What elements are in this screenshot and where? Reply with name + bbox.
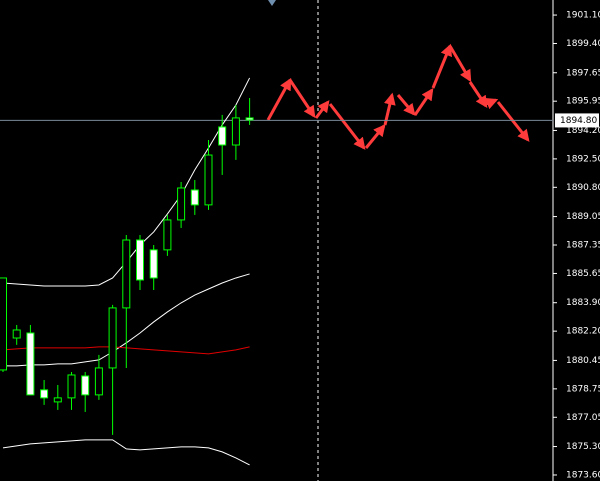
candle-body	[26, 332, 35, 396]
candle-body	[81, 375, 90, 396]
arrow	[448, 45, 472, 83]
arrow	[484, 97, 499, 110]
indicator-line	[2, 439, 250, 466]
candle-body	[245, 117, 254, 121]
candle-body	[177, 187, 186, 221]
y-tick-label: 1894.20	[566, 126, 600, 136]
candle-body	[53, 397, 62, 403]
y-tick-label: 1880.45	[566, 356, 600, 366]
current-price-label: 1894.80	[560, 116, 597, 126]
candle-body	[149, 249, 158, 279]
candle-body	[0, 277, 7, 371]
shift-marker	[268, 0, 276, 6]
current-price-box	[555, 113, 599, 128]
y-tick-label: 1890.80	[566, 183, 600, 193]
candle-body	[190, 189, 199, 206]
y-tick-label: 1878.75	[566, 384, 600, 394]
y-tick-label: 1873.60	[566, 470, 600, 480]
arrow	[364, 124, 386, 149]
candle-body	[136, 239, 144, 281]
arrow	[288, 79, 316, 118]
candle-body	[12, 329, 21, 339]
arrow	[328, 103, 366, 150]
arrow	[314, 100, 330, 119]
candle-body	[218, 126, 227, 146]
arrow	[396, 94, 416, 116]
arrow	[266, 77, 292, 121]
arrow	[413, 88, 434, 116]
candle-body	[67, 374, 76, 399]
y-tick-label: 1875.30	[566, 442, 600, 452]
arrow	[431, 43, 452, 89]
candle-body	[231, 117, 240, 146]
candle-body	[163, 219, 172, 251]
y-tick-label: 1897.65	[566, 68, 600, 78]
candle-body	[108, 307, 117, 369]
forecast-arrows	[266, 43, 530, 150]
y-tick-label: 1883.90	[566, 298, 600, 308]
candle-body	[94, 367, 103, 396]
arrow	[496, 101, 530, 142]
arrow	[468, 81, 488, 108]
y-tick-label: 1899.40	[566, 39, 600, 49]
y-tick-label: 1901.10	[566, 11, 600, 21]
y-tick-label: 1877.05	[566, 413, 600, 423]
y-tick-label: 1895.95	[566, 97, 600, 107]
candle-body	[204, 154, 213, 206]
y-tick-label: 1885.65	[566, 269, 600, 279]
y-tick-label: 1882.20	[566, 327, 600, 337]
y-tick-label: 1892.50	[566, 154, 600, 164]
y-tick-label: 1889.05	[566, 212, 600, 222]
candle-body	[40, 389, 49, 399]
y-tick-label: 1887.35	[566, 241, 600, 251]
candle-body	[122, 239, 131, 309]
